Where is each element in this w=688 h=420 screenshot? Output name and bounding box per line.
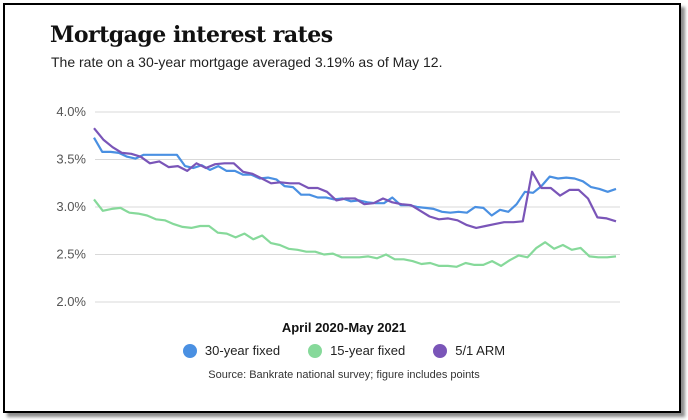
- series-line-30-year-fixed: [93, 137, 617, 217]
- legend-item-30-year: 30-year fixed: [182, 343, 281, 358]
- legend-label-5-1-arm: 5/1 ARM: [455, 343, 506, 358]
- series-line-5-1-arm: [93, 127, 617, 229]
- y-tick-label: 3.5%: [56, 152, 86, 167]
- y-tick-label: 4.0%: [56, 104, 86, 119]
- chart-subtitle: The rate on a 30-year mortgage averaged …: [51, 54, 443, 70]
- series-lines: [93, 127, 617, 268]
- y-tick-label: 2.5%: [56, 247, 86, 262]
- x-axis-label: April 2020-May 2021: [281, 320, 407, 335]
- legend-item-15-year: 15-year fixed: [308, 343, 405, 358]
- grid-lines: [95, 111, 620, 303]
- series-line-15-year-fixed: [93, 198, 617, 268]
- chart-title: Mortgage interest rates: [50, 22, 333, 48]
- legend-item-5-1-arm: 5/1 ARM: [433, 343, 505, 358]
- legend: 30-year fixed 15-year fixed 5/1 ARM: [0, 343, 688, 358]
- y-axis-ticks: 4.0% 3.5% 3.0% 2.5% 2.0%: [56, 104, 86, 309]
- legend-swatch-15-year: [308, 343, 323, 358]
- y-tick-label: 3.0%: [56, 199, 86, 214]
- legend-swatch-30-year: [182, 343, 197, 358]
- legend-swatch-5-1-arm: [433, 343, 448, 358]
- legend-label-15-year: 15-year fixed: [330, 343, 406, 358]
- y-tick-label: 2.0%: [56, 294, 86, 309]
- legend-label-30-year: 30-year fixed: [204, 343, 281, 358]
- source-note: Source: Bankrate national survey; figure…: [208, 369, 480, 381]
